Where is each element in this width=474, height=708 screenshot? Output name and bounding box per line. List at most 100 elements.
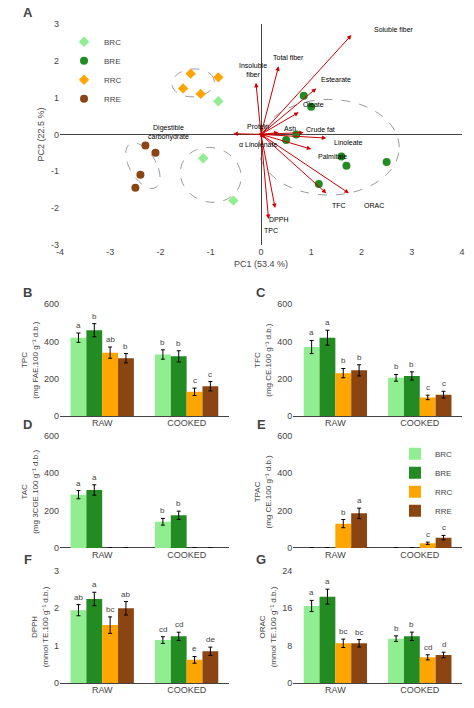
svg-text:BRE: BRE xyxy=(435,469,451,478)
svg-text:-3: -3 xyxy=(51,240,59,250)
svg-text:RAW: RAW xyxy=(92,685,113,695)
svg-text:b: b xyxy=(123,342,128,351)
svg-text:RAW: RAW xyxy=(92,550,113,560)
svg-text:b: b xyxy=(176,499,181,508)
svg-text:b: b xyxy=(357,353,362,362)
svg-text:RRC: RRC xyxy=(104,76,122,85)
svg-text:a: a xyxy=(92,580,97,589)
svg-text:COOKED: COOKED xyxy=(167,685,207,695)
svg-text:B: B xyxy=(23,285,32,300)
svg-text:TPC: TPC xyxy=(264,227,278,234)
svg-text:RRE: RRE xyxy=(435,507,452,516)
svg-text:F: F xyxy=(24,552,32,567)
svg-text:COOKED: COOKED xyxy=(400,418,440,428)
svg-text:-3: -3 xyxy=(106,247,114,257)
svg-text:c: c xyxy=(442,379,446,388)
svg-text:a: a xyxy=(76,479,81,488)
svg-text:BRC: BRC xyxy=(104,38,121,47)
svg-text:b: b xyxy=(341,508,346,517)
svg-text:400: 400 xyxy=(44,468,59,478)
svg-text:b: b xyxy=(394,362,399,371)
svg-text:0: 0 xyxy=(54,543,59,553)
svg-text:4: 4 xyxy=(459,247,464,257)
svg-text:Soluble fiber: Soluble fiber xyxy=(374,26,414,33)
svg-text:c: c xyxy=(426,383,430,392)
svg-text:RAW: RAW xyxy=(325,685,346,695)
svg-text:2: 2 xyxy=(359,247,364,257)
svg-text:Protein: Protein xyxy=(247,123,269,130)
svg-text:ab: ab xyxy=(106,335,115,344)
svg-text:400: 400 xyxy=(44,337,59,347)
svg-text:600: 600 xyxy=(277,431,292,441)
svg-text:BRE: BRE xyxy=(104,57,120,66)
svg-text:RAW: RAW xyxy=(325,418,346,428)
svg-text:-2: -2 xyxy=(51,203,59,213)
svg-text:ORAC(mmol TE.100 g⁻¹ d.b.): ORAC(mmol TE.100 g⁻¹ d.b.) xyxy=(258,586,277,667)
svg-text:b: b xyxy=(160,506,165,515)
svg-text:Estearate: Estearate xyxy=(321,76,351,83)
svg-text:16: 16 xyxy=(282,603,292,613)
svg-text:a: a xyxy=(325,577,330,586)
svg-text:0: 0 xyxy=(287,678,292,688)
svg-text:-2: -2 xyxy=(156,247,164,257)
svg-text:TPC(mg FAE.100 g⁻¹ d.b.): TPC(mg FAE.100 g⁻¹ d.b.) xyxy=(20,321,39,399)
svg-text:3: 3 xyxy=(54,19,59,29)
svg-text:ab: ab xyxy=(74,593,83,602)
svg-text:COOKED: COOKED xyxy=(400,550,440,560)
svg-text:bc: bc xyxy=(106,605,114,614)
svg-text:TAC(mg 3CGE.100 g⁻¹ d.b.): TAC(mg 3CGE.100 g⁻¹ d.b.) xyxy=(20,450,39,534)
svg-text:cd: cd xyxy=(175,620,183,629)
svg-text:c: c xyxy=(208,370,212,379)
svg-text:3: 3 xyxy=(54,566,59,576)
svg-text:b: b xyxy=(160,338,165,347)
svg-text:a: a xyxy=(325,318,330,327)
svg-text:RAW: RAW xyxy=(92,418,113,428)
svg-text:400: 400 xyxy=(277,337,292,347)
svg-text:2: 2 xyxy=(54,603,59,613)
svg-text:Insolublefiber: Insolublefiber xyxy=(239,62,267,78)
svg-text:200: 200 xyxy=(277,506,292,516)
svg-text:cd: cd xyxy=(159,625,167,634)
svg-text:ab: ab xyxy=(121,590,130,599)
svg-text:Crude fat: Crude fat xyxy=(306,126,335,133)
svg-text:b: b xyxy=(409,620,414,629)
svg-text:PC2 (22.5 %): PC2 (22.5 %) xyxy=(36,107,46,161)
svg-text:3: 3 xyxy=(409,247,414,257)
svg-text:RAW: RAW xyxy=(325,550,346,560)
svg-text:D: D xyxy=(23,417,32,432)
svg-text:TFC: TFC xyxy=(332,202,346,209)
svg-text:cd: cd xyxy=(424,643,432,652)
svg-text:a: a xyxy=(76,321,81,330)
svg-text:b: b xyxy=(341,356,346,365)
svg-text:Oleate: Oleate xyxy=(303,101,324,108)
svg-text:a: a xyxy=(309,588,314,597)
svg-text:-1: -1 xyxy=(207,247,215,257)
svg-text:0: 0 xyxy=(54,411,59,421)
svg-text:b: b xyxy=(92,312,97,321)
svg-text:0: 0 xyxy=(287,543,292,553)
svg-text:bc: bc xyxy=(339,627,347,636)
svg-text:2: 2 xyxy=(54,56,59,66)
svg-text:d: d xyxy=(442,640,446,649)
svg-text:200: 200 xyxy=(44,506,59,516)
svg-text:c: c xyxy=(442,523,446,532)
svg-text:RRE: RRE xyxy=(104,95,121,104)
svg-text:DPPH: DPPH xyxy=(269,216,288,223)
svg-text:E: E xyxy=(257,417,266,432)
svg-text:400: 400 xyxy=(277,468,292,478)
svg-text:0: 0 xyxy=(258,247,263,257)
svg-text:Linoleate: Linoleate xyxy=(334,139,363,146)
svg-text:200: 200 xyxy=(277,374,292,384)
svg-text:a: a xyxy=(92,473,97,482)
svg-text:Digestiblecarbohydrate: Digestiblecarbohydrate xyxy=(148,124,189,141)
svg-text:PC1 (53.4 %): PC1 (53.4 %) xyxy=(234,259,288,269)
svg-text:Palmitate: Palmitate xyxy=(318,153,347,160)
svg-text:BRC: BRC xyxy=(435,450,452,459)
svg-text:de: de xyxy=(206,635,215,644)
svg-text:1: 1 xyxy=(54,641,59,651)
svg-text:RRC: RRC xyxy=(435,488,453,497)
svg-text:e: e xyxy=(192,644,197,653)
svg-text:c: c xyxy=(193,376,197,385)
svg-text:ORAC: ORAC xyxy=(364,202,384,209)
svg-text:c: c xyxy=(426,530,430,539)
